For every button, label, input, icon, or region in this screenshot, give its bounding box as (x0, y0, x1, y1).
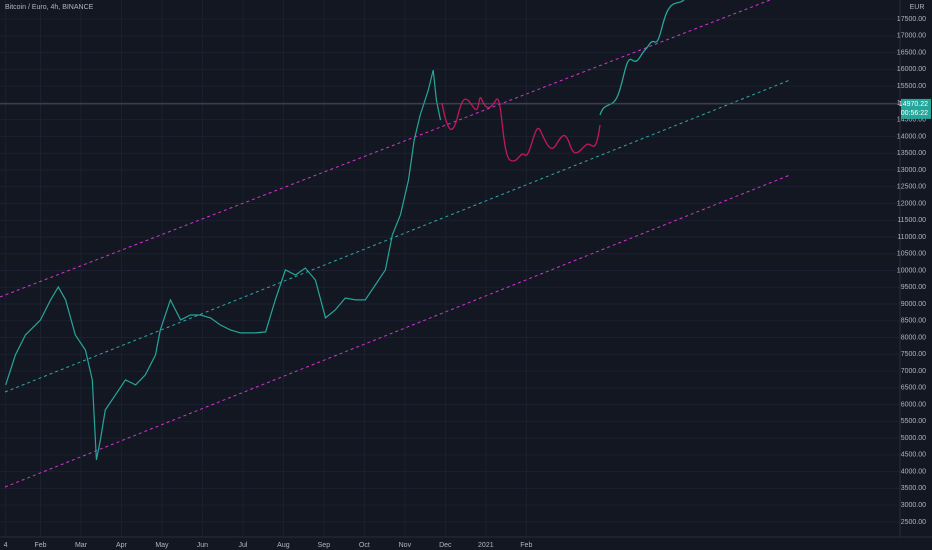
last-price-box (901, 98, 931, 119)
x-tick-label: Feb (34, 542, 46, 549)
y-tick-label: 17000.00 (897, 33, 926, 40)
x-tick-label: Apr (116, 542, 128, 549)
middle-channel (4, 79, 791, 393)
x-tick-label: Nov (399, 542, 412, 549)
y-tick-label: 4500.00 (901, 452, 926, 459)
y-tick-label: 7500.00 (901, 351, 926, 358)
x-tick-label: 2021 (478, 542, 494, 549)
y-tick-label: 13000.00 (897, 167, 926, 174)
grid (0, 0, 900, 537)
y-tick-label: 8000.00 (901, 334, 926, 341)
x-tick-label: Aug (277, 542, 290, 549)
y-tick-label: 5000.00 (901, 435, 926, 442)
x-tick-label: Jul (238, 542, 247, 549)
x-tick-label: May (155, 542, 169, 549)
x-tick-label: Dec (439, 542, 452, 549)
y-tick-label: 6000.00 (901, 401, 926, 408)
countdown-label: 00:56:22 (901, 110, 928, 117)
bullish-projection (599, 0, 685, 116)
y-tick-label: 10500.00 (897, 251, 926, 258)
x-tick-label: Feb (520, 542, 532, 549)
y-tick-label: 9500.00 (901, 284, 926, 291)
chart-title: Bitcoin / Euro, 4h, BINANCE (5, 4, 94, 11)
y-tick-label: 11500.00 (897, 217, 926, 224)
price-line (5, 69, 442, 461)
lower-channel (4, 174, 791, 488)
y-tick-label: 7000.00 (901, 368, 926, 375)
bearish-projection (441, 97, 601, 162)
y-tick-label: 12500.00 (897, 184, 926, 191)
y-tick-label: 9000.00 (901, 301, 926, 308)
y-tick-label: 14000.00 (897, 133, 926, 140)
y-tick-label: 13500.00 (897, 150, 926, 157)
y-tick-label: 12000.00 (897, 200, 926, 207)
y-tick-label: 16000.00 (897, 66, 926, 73)
y-tick-label: 11000.00 (897, 234, 926, 241)
y-tick-label: 3000.00 (901, 502, 926, 509)
y-tick-label: 5500.00 (901, 418, 926, 425)
x-tick-label: 4 (4, 542, 8, 549)
y-tick-label: 4000.00 (901, 468, 926, 475)
y-tick-label: 10000.00 (897, 267, 926, 274)
y-tick-label: 8500.00 (901, 318, 926, 325)
x-tick-label: Oct (359, 542, 370, 549)
currency-label: EUR (910, 4, 925, 11)
y-tick-label: 6500.00 (901, 385, 926, 392)
y-tick-label: 14500.00 (897, 117, 926, 124)
y-tick-label: 15500.00 (897, 83, 926, 90)
y-tick-label: 2500.00 (901, 519, 926, 526)
last-price-label: 14970.22 (899, 101, 928, 108)
y-tick-label: 3500.00 (901, 485, 926, 492)
y-tick-label: 17500.00 (897, 16, 926, 23)
y-tick-label: 16500.00 (897, 49, 926, 56)
x-tick-label: Jun (197, 542, 208, 549)
x-tick-label: Mar (75, 542, 88, 549)
x-tick-label: Sep (318, 542, 331, 549)
